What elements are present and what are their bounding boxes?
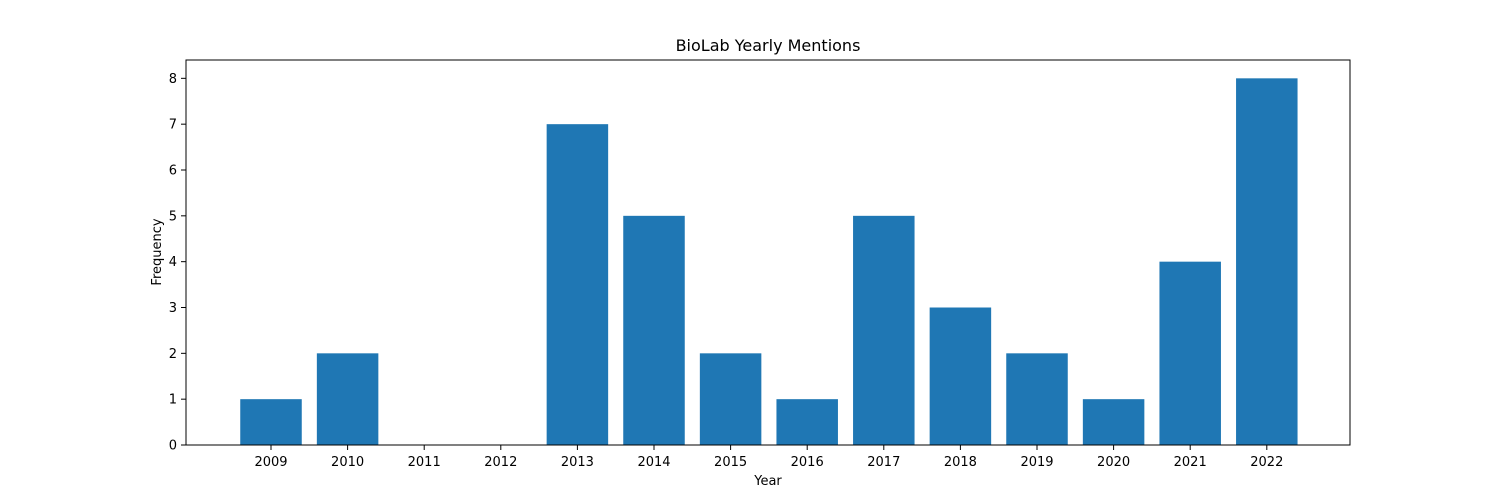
- bars-layer: [240, 78, 1298, 446]
- x-tick-label-2015: 2015: [714, 455, 747, 470]
- y-tick-label-3: 3: [169, 301, 177, 316]
- x-tick-label-2017: 2017: [867, 455, 900, 470]
- x-tick-label-2021: 2021: [1174, 455, 1207, 470]
- y-tick-label-6: 6: [169, 164, 177, 179]
- x-axis-label: Year: [753, 474, 782, 489]
- y-tick-label-7: 7: [169, 118, 177, 133]
- x-tick-label-2011: 2011: [408, 455, 441, 470]
- y-tick-label-5: 5: [169, 209, 177, 224]
- bar-2020: [1082, 399, 1145, 445]
- bar-2018: [929, 307, 992, 445]
- y-tick-label-8: 8: [169, 72, 177, 87]
- x-tick-label-2010: 2010: [331, 455, 364, 470]
- x-tick-label-2020: 2020: [1097, 455, 1130, 470]
- x-tick-label-2012: 2012: [484, 455, 517, 470]
- x-tick-label-2014: 2014: [637, 455, 670, 470]
- x-tick-label-2019: 2019: [1020, 455, 1053, 470]
- y-tick-label-0: 0: [169, 439, 177, 454]
- x-tick-label-2016: 2016: [791, 455, 824, 470]
- bar-2016: [776, 399, 838, 445]
- bar-2015: [699, 353, 762, 445]
- bar-2009: [240, 399, 302, 445]
- y-tick-label-4: 4: [169, 255, 177, 270]
- y-axis-label: Frequency: [150, 218, 165, 285]
- y-axis-ticks: 0 1 2 3 4 5 6 7 8: [169, 72, 186, 454]
- x-tick-label-2022: 2022: [1250, 455, 1283, 470]
- chart-title: BioLab Yearly Mentions: [676, 36, 861, 55]
- bar-2019: [1006, 353, 1068, 445]
- x-tick-label-2009: 2009: [254, 455, 287, 470]
- bar-2017: [853, 215, 915, 445]
- bar-2010: [316, 353, 379, 445]
- y-tick-label-1: 1: [169, 393, 177, 408]
- bar-2013: [546, 124, 609, 446]
- x-tick-label-2013: 2013: [561, 455, 594, 470]
- x-axis-ticks: 2009 2010 2011 2012 2013 2014 2015 2016 2017 2018…: [254, 445, 1283, 470]
- plot-area-frame: [185, 59, 1351, 446]
- bar-2014: [623, 215, 685, 445]
- y-tick-label-2: 2: [169, 347, 177, 362]
- x-tick-label-2018: 2018: [944, 455, 977, 470]
- bar-2021: [1159, 261, 1221, 445]
- bar-2022: [1236, 78, 1298, 445]
